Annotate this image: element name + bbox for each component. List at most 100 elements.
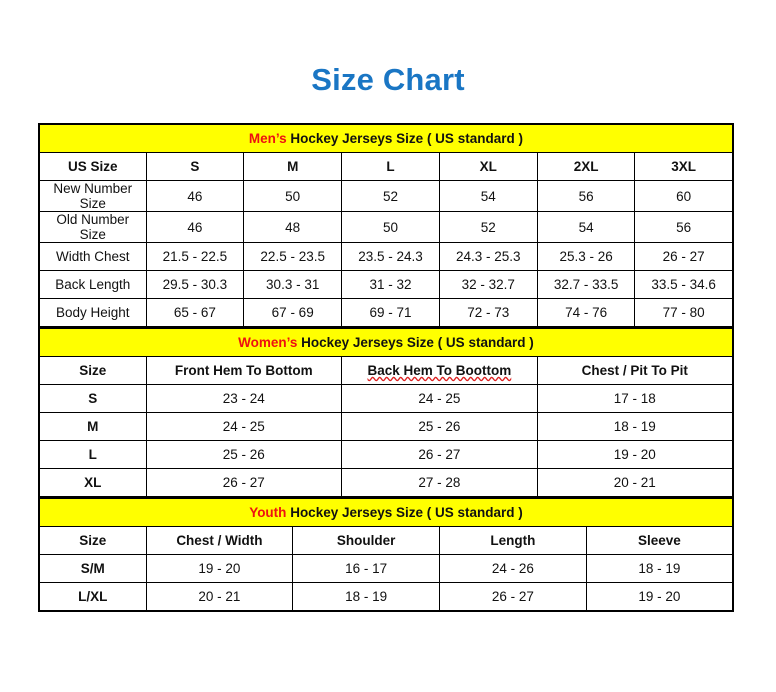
mens-cell: 46 [145,211,245,243]
page-title: Size Chart [311,62,465,97]
mens-cell: 50 [243,180,343,212]
mens-size-table: Men’s Hockey Jerseys Size ( US standard … [38,123,734,327]
mens-cell: 56 [536,180,636,212]
mens-cell: 72 - 73 [438,298,538,327]
table-row: Body Height 65 - 67 67 - 69 69 - 71 72 -… [38,298,734,327]
mens-cell: 31 - 32 [341,270,440,299]
womens-row-label: XL [38,468,147,497]
womens-header-misspelled-text: Back Hem To Boottom [367,363,512,378]
mens-header-cell: XL [438,152,538,181]
mens-row-label: New Number Size [38,180,147,212]
mens-cell: 74 - 76 [536,298,636,327]
mens-header-cell: L [341,152,440,181]
womens-row-label: M [38,412,147,441]
womens-header-cell: Chest / Pit To Pit [536,356,734,385]
womens-row-label: L [38,440,147,469]
mens-cell: 77 - 80 [634,298,734,327]
youth-banner-rest: Hockey Jerseys Size ( US standard ) [286,505,523,520]
womens-size-table: Women’s Hockey Jerseys Size ( US standar… [38,327,734,497]
womens-cell: 19 - 20 [536,440,734,469]
youth-header-cell: Sleeve [585,526,734,555]
mens-header-cell: 2XL [536,152,636,181]
mens-cell: 50 [341,211,440,243]
youth-cell: 24 - 26 [439,554,587,583]
womens-cell: 20 - 21 [536,468,734,497]
mens-cell: 65 - 67 [145,298,245,327]
mens-cell: 69 - 71 [341,298,440,327]
mens-cell: 32.7 - 33.5 [536,270,636,299]
womens-header-cell-misspelled: Back Hem To Boottom [341,356,538,385]
youth-cell: 19 - 20 [145,554,294,583]
mens-cell: 22.5 - 23.5 [243,242,343,271]
mens-cell: 54 [536,211,636,243]
womens-cell: 24 - 25 [341,384,538,413]
mens-banner-rest: Hockey Jerseys Size ( US standard ) [286,131,523,146]
mens-header-row: US Size S M L XL 2XL 3XL [38,152,734,181]
womens-cell: 23 - 24 [145,384,343,413]
table-row: L 25 - 26 26 - 27 19 - 20 [38,440,734,469]
mens-cell: 48 [243,211,343,243]
mens-cell: 67 - 69 [243,298,343,327]
table-row: Width Chest 21.5 - 22.5 22.5 - 23.5 23.5… [38,242,734,271]
youth-header-cell: Chest / Width [145,526,294,555]
mens-cell: 60 [634,180,734,212]
youth-header-cell: Shoulder [292,526,440,555]
mens-header-cell: 3XL [634,152,734,181]
mens-cell: 54 [438,180,538,212]
womens-section-banner: Women’s Hockey Jerseys Size ( US standar… [38,327,734,357]
womens-cell: 17 - 18 [536,384,734,413]
youth-header-cell: Size [38,526,147,555]
womens-cell: 26 - 27 [145,468,343,497]
mens-banner-row: Men’s Hockey Jerseys Size ( US standard … [38,123,734,153]
youth-cell: 18 - 19 [585,554,734,583]
table-row: S/M 19 - 20 16 - 17 24 - 26 18 - 19 [38,554,734,583]
youth-row-label: L/XL [38,582,147,612]
womens-cell: 27 - 28 [341,468,538,497]
mens-cell: 23.5 - 24.3 [341,242,440,271]
table-row: L/XL 20 - 21 18 - 19 26 - 27 19 - 20 [38,582,734,612]
womens-cell: 24 - 25 [145,412,343,441]
youth-cell: 16 - 17 [292,554,440,583]
youth-cell: 19 - 20 [585,582,734,612]
youth-cell: 20 - 21 [145,582,294,612]
mens-cell: 29.5 - 30.3 [145,270,245,299]
youth-banner-row: Youth Hockey Jerseys Size ( US standard … [38,497,734,527]
mens-header-cell: S [145,152,245,181]
mens-cell: 52 [438,211,538,243]
mens-cell: 26 - 27 [634,242,734,271]
mens-cell: 24.3 - 25.3 [438,242,538,271]
womens-cell: 18 - 19 [536,412,734,441]
womens-cell: 25 - 26 [341,412,538,441]
youth-size-table: Youth Hockey Jerseys Size ( US standard … [38,497,734,612]
table-row: Old Number Size 46 48 50 52 54 56 [38,211,734,243]
mens-row-label: Width Chest [38,242,147,271]
mens-cell: 52 [341,180,440,212]
womens-cell: 26 - 27 [341,440,538,469]
table-row: M 24 - 25 25 - 26 18 - 19 [38,412,734,441]
youth-section-banner: Youth Hockey Jerseys Size ( US standard … [38,497,734,527]
youth-header-cell: Length [439,526,587,555]
mens-row-label: Back Length [38,270,147,299]
mens-section-banner: Men’s Hockey Jerseys Size ( US standard … [38,123,734,153]
youth-header-row: Size Chest / Width Shoulder Length Sleev… [38,526,734,555]
table-row: New Number Size 46 50 52 54 56 60 [38,180,734,212]
mens-header-cell: M [243,152,343,181]
womens-header-cell: Size [38,356,147,385]
mens-banner-accent: Men’s [248,131,287,146]
womens-row-label: S [38,384,147,413]
youth-cell: 26 - 27 [439,582,587,612]
mens-cell: 32 - 32.7 [438,270,538,299]
mens-row-label: Body Height [38,298,147,327]
youth-row-label: S/M [38,554,147,583]
mens-header-cell: US Size [38,152,147,181]
table-row: Back Length 29.5 - 30.3 30.3 - 31 31 - 3… [38,270,734,299]
mens-cell: 33.5 - 34.6 [634,270,734,299]
womens-banner-accent: Women’s [238,335,298,350]
youth-banner-accent: Youth [249,505,287,520]
mens-cell: 46 [145,180,245,212]
womens-banner-rest: Hockey Jerseys Size ( US standard ) [297,335,534,350]
mens-cell: 56 [634,211,734,243]
womens-header-row: Size Front Hem To Bottom Back Hem To Boo… [38,356,734,385]
womens-header-cell: Front Hem To Bottom [145,356,343,385]
